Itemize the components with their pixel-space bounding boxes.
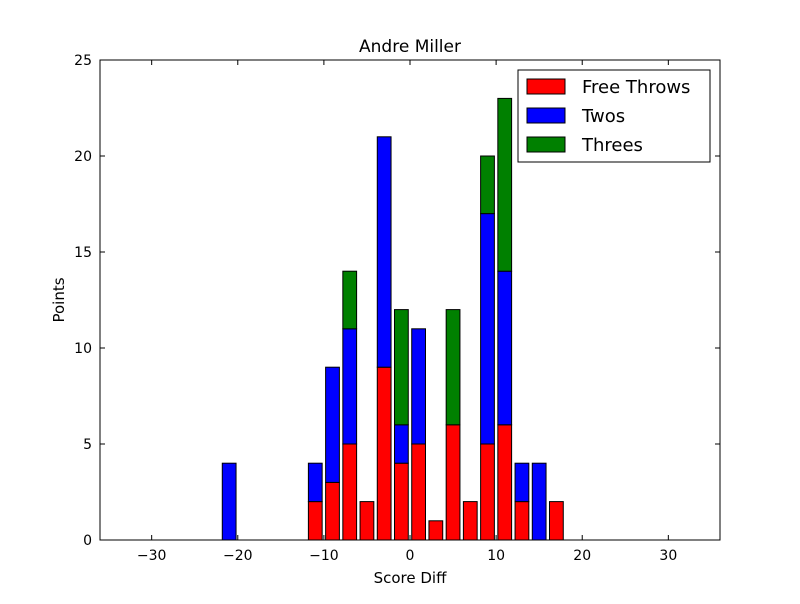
bar-free-throws [480,443,495,541]
bar-free-throws [445,424,461,541]
bar-twos [497,270,513,426]
y-tick-label: 10 [74,341,92,357]
legend-label: Free Throws [582,77,690,98]
ticks-group: −30 −20 −10 0 10 20 30 0 5 10 15 20 25 [74,53,720,564]
legend: Free Throws Twos Threes [517,69,711,163]
bar-free-throws [325,481,340,541]
bar-free-throws [497,424,513,541]
x-tick-label: 10 [487,548,505,564]
x-tick-label: −20 [223,548,253,564]
legend-swatch [526,136,566,153]
bar-twos [307,462,323,503]
bar-free-throws [376,366,392,541]
bar-free-throws [428,520,444,541]
bar-free-throws [359,501,375,541]
y-tick-label: 25 [74,53,92,69]
y-tick-label: 20 [74,149,92,165]
legend-swatch [526,107,566,124]
bar-twos [342,328,358,445]
bar-threes [497,97,513,272]
bar-free-throws [307,501,323,541]
legend-label: Twos [581,106,625,127]
bar-twos [325,366,340,483]
bar-free-throws [514,501,530,541]
x-tick-label: 0 [406,548,415,564]
y-tick-label: 0 [83,533,92,549]
x-axis-label: Score Diff [374,569,447,587]
bar-twos [514,462,530,503]
bar-free-throws [462,501,478,541]
bar-threes [445,309,461,426]
bar-twos [531,462,547,541]
bars-group [221,97,564,541]
bar-free-throws [549,501,564,541]
y-tick-label: 15 [74,245,92,261]
y-tick-label: 5 [83,437,92,453]
bar-threes [394,309,409,426]
bar-free-throws [411,443,427,541]
x-tick-label: 20 [573,548,591,564]
bar-twos [480,213,495,445]
bar-threes [480,155,495,215]
bar-twos [376,136,392,368]
chart-title: Andre Miller [359,37,461,57]
bar-twos [221,462,237,541]
bar-twos [394,424,409,464]
y-axis-label: Points [50,277,68,322]
x-tick-label: −30 [137,548,167,564]
legend-label: Threes [581,135,643,156]
bar-free-throws [394,462,409,541]
legend-swatch [526,78,566,95]
x-tick-label: −10 [309,548,339,564]
bar-threes [342,270,358,330]
bar-twos [411,328,427,445]
bar-free-throws [342,443,358,541]
x-tick-label: 30 [659,548,677,564]
